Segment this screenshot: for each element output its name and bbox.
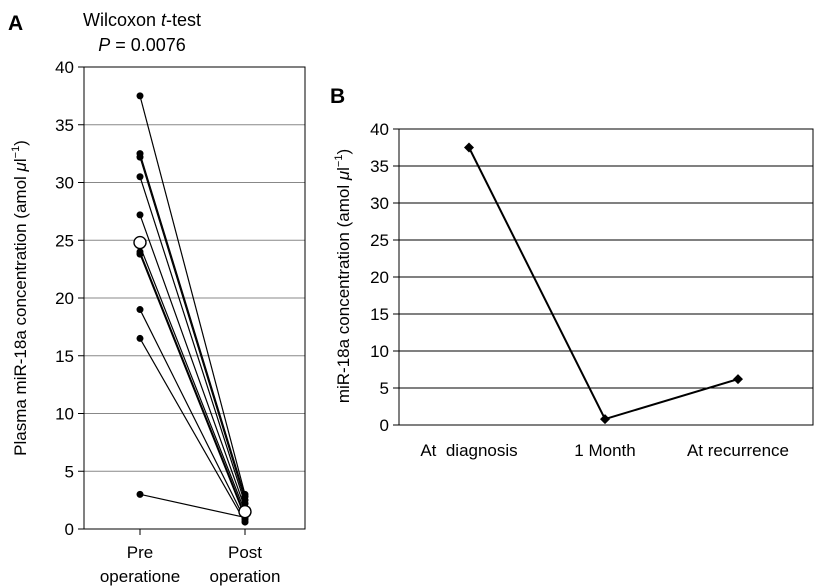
panel-a-y-tick-label: 25 — [55, 231, 74, 250]
panel-a-patient-line — [139, 309, 246, 521]
panel-a-pre-point — [136, 490, 144, 498]
panel-b-label: B — [330, 85, 345, 108]
panel-b: B miR-18a concentration (amol μl−1) 0 5 10… — [330, 85, 814, 460]
panel-a-pre-point — [136, 334, 144, 342]
panel-b-y-tick-label: 5 — [380, 379, 389, 398]
panel-a: A Wilcoxon t-test P = 0.0076 Plasma miR-… — [8, 10, 306, 586]
panel-a-pre-point — [136, 92, 144, 100]
panel-b-y-tick-label: 10 — [370, 342, 389, 361]
panel-a-patient-line — [139, 251, 246, 516]
panel-a-title: Wilcoxon t-test — [83, 10, 201, 30]
panel-a-x-axis: Pre operatione Post operation — [100, 529, 281, 586]
panel-a-patient-line — [139, 156, 246, 501]
panel-a-pre-point — [136, 173, 144, 181]
panel-b-y-tick-label: 40 — [370, 120, 389, 139]
panel-b-x-axis: At diagnosis 1 Month At recurrence — [420, 441, 789, 460]
panel-b-data-point — [464, 142, 474, 153]
panel-a-y-tick-label: 20 — [55, 289, 74, 308]
panel-b-series-line — [468, 147, 739, 421]
panel-b-y-tick-label: 30 — [370, 194, 389, 213]
panel-a-y-tick-label: 5 — [65, 462, 74, 481]
panel-b-y-tick-label: 0 — [380, 416, 389, 435]
panel-b-data-point — [733, 374, 743, 385]
panel-b-y-tick-label: 35 — [370, 157, 389, 176]
panel-b-x-tick-label: 1 Month — [574, 441, 635, 460]
panel-a-y-tick-label: 35 — [55, 116, 74, 135]
panel-a-y-tick-label: 0 — [65, 520, 74, 539]
panel-b-plot-frame — [398, 128, 814, 426]
panel-a-series — [133, 92, 252, 526]
panel-a-x-tick-label: operation — [210, 567, 281, 586]
panel-a-x-tick-label: operatione — [100, 567, 180, 586]
panel-a-y-tick-label: 30 — [55, 174, 74, 193]
panel-a-patient-line — [139, 338, 246, 523]
panel-a-y-axis-label: Plasma miR-18a concentration (amol μl−1) — [10, 140, 30, 456]
panel-a-pre-mean-point — [133, 235, 147, 250]
panel-a-gridlines — [84, 124, 305, 472]
panel-a-label: A — [8, 12, 23, 35]
panel-b-y-tick-label: 25 — [370, 231, 389, 250]
panel-a-patient-line — [139, 95, 246, 495]
panel-a-post-mean-point — [238, 504, 252, 519]
panel-b-series — [464, 142, 743, 425]
panel-b-x-tick-label: At diagnosis — [420, 441, 517, 460]
panel-a-y-tick-label: 10 — [55, 405, 74, 424]
panel-a-y-tick-label: 40 — [55, 58, 74, 77]
panel-b-y-tick-label: 15 — [370, 305, 389, 324]
panel-a-y-tick-label: 15 — [55, 347, 74, 366]
panel-a-patient-line — [139, 253, 246, 518]
panel-b-y-axis: 0 5 10 15 20 25 30 35 40 — [370, 120, 399, 435]
panel-a-plot-frame — [83, 66, 306, 530]
panel-a-y-axis: 0 5 10 15 20 25 30 35 40 — [55, 58, 84, 539]
panel-a-pre-point — [136, 153, 144, 161]
panel-a-patient-line — [139, 153, 246, 497]
panel-b-gridlines — [399, 165, 813, 389]
panel-a-pre-point — [136, 211, 144, 219]
panel-a-patient-line — [139, 214, 246, 509]
panel-b-data-point — [600, 414, 610, 425]
panel-a-x-tick-label: Pre — [127, 543, 153, 562]
panel-a-subtitle: P = 0.0076 — [98, 35, 186, 55]
panel-a-x-tick-label: Post — [228, 543, 262, 562]
panel-b-x-tick-label: At recurrence — [687, 441, 789, 460]
panel-a-pre-point — [136, 250, 144, 258]
panel-a-patient-line — [139, 245, 246, 512]
panel-a-patient-line — [139, 493, 246, 519]
panel-a-pre-point — [136, 306, 144, 314]
panel-b-y-tick-label: 20 — [370, 268, 389, 287]
panel-b-y-axis-label: miR-18a concentration (amol μl−1) — [333, 149, 353, 403]
panel-a-patient-line — [139, 176, 246, 504]
